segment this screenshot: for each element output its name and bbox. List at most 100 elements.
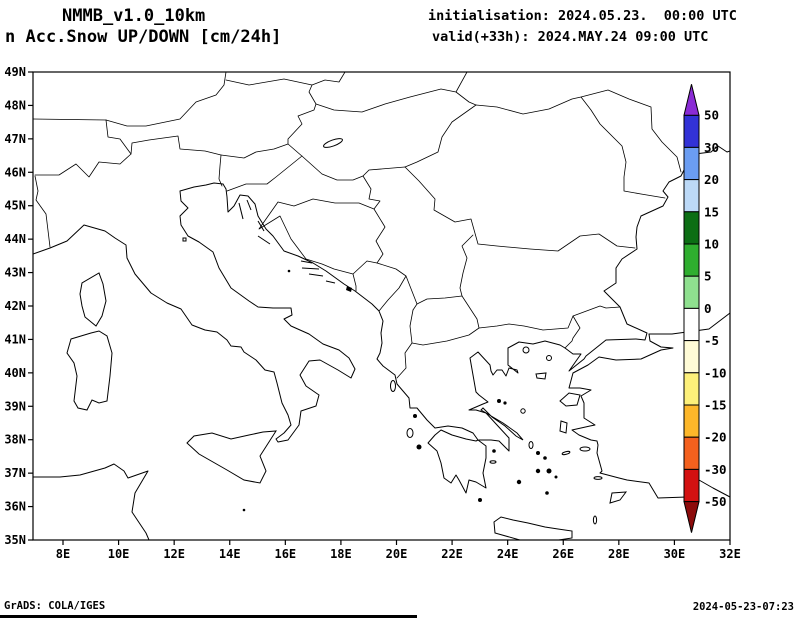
valid-time: valid(+33h): 2024.MAY.24 09:00 UTC [432, 29, 709, 45]
border-serbia-bulgaria [459, 234, 474, 297]
product-title: n Acc.Snow UP/DOWN [cm/24h] [5, 27, 282, 47]
colorbar-level-label: -10 [704, 365, 727, 380]
lon-tick-label: 26E [552, 547, 574, 561]
coast-peloponnese [427, 429, 487, 494]
island-milos [516, 479, 522, 485]
lon-tick-label: 18E [330, 547, 352, 561]
lon-tick-label: 32E [719, 547, 741, 561]
island-evia [480, 407, 524, 441]
lon-tick-label: 12E [163, 547, 185, 561]
colorbar-level-label: 0 [704, 301, 712, 316]
grads-credit: GrADS: COLA/IGES [4, 600, 106, 612]
island-naxos [546, 468, 552, 474]
model-title: NMMB_v1.0_10km [62, 6, 206, 26]
border-switzerland-austria [105, 119, 132, 155]
coast-adriatic-balkans [222, 183, 479, 441]
coast-north-africa [33, 463, 150, 540]
border-slovenia-croatia [226, 155, 303, 192]
colorbar-level-label: -5 [704, 333, 719, 348]
kotor-bay-inlet [346, 286, 352, 292]
lon-tick-label: 16E [274, 547, 296, 561]
island-skyros [520, 408, 526, 414]
colorbar-arrow-bottom [683, 501, 700, 533]
colorbar-level-label: -20 [704, 430, 727, 445]
island-samos [579, 446, 591, 452]
island-sardinia [66, 330, 113, 411]
lat-tick-label: 38N [4, 433, 26, 447]
island-amorgos [554, 475, 558, 479]
lat-tick-label: 43N [4, 266, 26, 280]
lon-tick-label: 22E [441, 547, 463, 561]
colorbar-segment [683, 179, 700, 213]
coast-italy [33, 182, 356, 443]
lat-tick-label: 37N [4, 466, 26, 480]
border-croatia-serbia-bosnia [352, 175, 386, 292]
island-thasos [522, 346, 530, 354]
border-montenegro-kosovo [376, 262, 418, 312]
lat-tick-label: 46N [4, 165, 26, 179]
colorbar-level-label: 15 [704, 204, 719, 219]
island-mljet [325, 280, 336, 284]
colorbar-level-label: 20 [704, 172, 719, 187]
islands [66, 138, 628, 540]
colorbar-arrow-top [683, 84, 700, 116]
border-slovakia-hungary-ukraine [315, 72, 477, 113]
colorbar-level-label: 30 [704, 140, 719, 155]
island-sporades-1 [497, 399, 501, 403]
island-dugi-otok [257, 235, 271, 245]
border-hungary-romania [404, 104, 477, 168]
initialisation-time: initialisation: 2024.05.23. 00:00 UTC [428, 8, 737, 24]
island-ikaria [561, 450, 571, 456]
border-hungary-serbia-croatia [287, 143, 406, 181]
creation-timestamp: 2024-05-23-07:23 [692, 601, 794, 613]
island-kos [593, 476, 603, 480]
lon-tick-label: 10E [108, 547, 130, 561]
colorbar-segment [683, 372, 700, 406]
lat-tick-label: 39N [4, 399, 26, 413]
island-krk [246, 199, 252, 211]
island-kythira [478, 498, 482, 502]
bottom-edge-bar [0, 615, 417, 618]
border-alps-italy-north [34, 135, 223, 187]
island-vis [287, 269, 291, 273]
lat-tick-label: 45N [4, 199, 26, 213]
colorbar-segment [683, 275, 700, 309]
island-kefalonia [406, 428, 414, 438]
colorbar-segment [683, 468, 700, 503]
colorbar-segment [683, 404, 700, 438]
island-sicily [186, 430, 277, 484]
border-france-italy [34, 175, 51, 248]
island-karpathos [592, 515, 598, 525]
border-romania-ukraine-moldova [475, 89, 682, 199]
lat-tick-label: 36N [4, 500, 26, 514]
lon-tick-label: 30E [664, 547, 686, 561]
island-sporades-2 [503, 401, 507, 405]
island-samothraki [546, 355, 552, 361]
island-malta [242, 508, 246, 512]
island-lesbos [559, 392, 581, 407]
border-greece-bulgaria-turkey [478, 305, 621, 349]
lat-tick-label: 47N [4, 132, 26, 146]
island-andros [528, 441, 534, 449]
island-lefkada [413, 414, 417, 418]
lat-tick-label: 35N [4, 533, 26, 547]
island-corsica [79, 272, 107, 327]
border-bosnia-croatia [258, 198, 375, 275]
country-borders [33, 72, 682, 379]
colorbar-segment [683, 436, 700, 470]
colorbar-segment [683, 114, 700, 148]
island-aegina [492, 449, 496, 453]
island-santorini [545, 491, 549, 495]
island-crete [493, 516, 573, 540]
colorbar-level-label: 50 [704, 108, 719, 123]
lon-tick-label: 20E [386, 547, 408, 561]
border-germany-austria [105, 72, 227, 127]
colorbar-level-label: 10 [704, 237, 719, 252]
border-germany-switzerland [33, 118, 107, 121]
border-albania-east [396, 309, 414, 379]
island-limnos [535, 372, 547, 380]
border-czech-slovakia [311, 72, 346, 86]
island-tinos [536, 451, 540, 455]
